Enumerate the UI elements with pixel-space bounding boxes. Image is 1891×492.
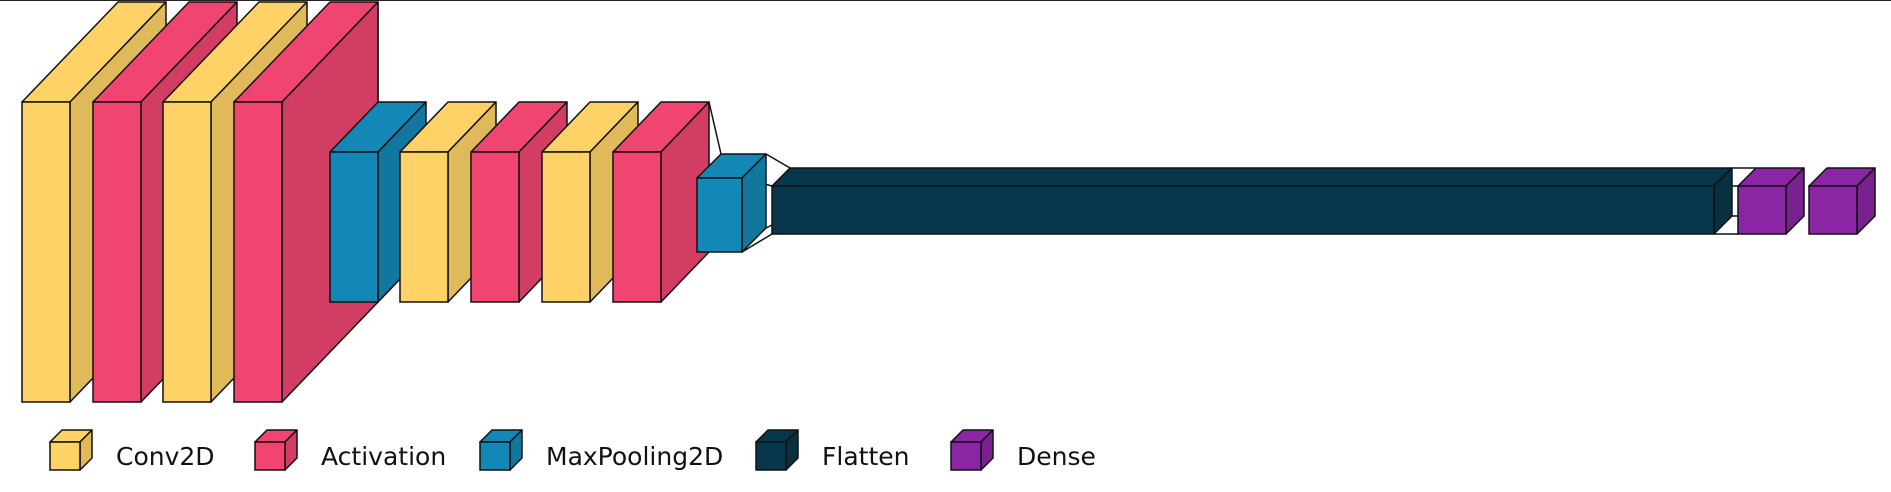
layer-dense-13 bbox=[1808, 167, 1876, 235]
legend-item-maxpooling2d: MaxPooling2D bbox=[479, 429, 723, 471]
legend-swatch-activation bbox=[254, 429, 298, 471]
legend-item-flatten: Flatten bbox=[755, 429, 909, 471]
front-face bbox=[329, 151, 379, 303]
legend-swatch-conv2d bbox=[49, 429, 93, 471]
front-face bbox=[254, 441, 286, 471]
layer-activation-9 bbox=[612, 101, 710, 303]
front-face bbox=[755, 441, 787, 471]
legend-label-activation: Activation bbox=[321, 442, 446, 471]
front-face bbox=[49, 441, 81, 471]
legend-swatch-maxpooling2d bbox=[479, 429, 523, 471]
front-face bbox=[162, 101, 212, 403]
connector-line bbox=[765, 153, 791, 169]
front-face bbox=[21, 101, 71, 403]
layer-flatten-11 bbox=[771, 167, 1733, 235]
front-face bbox=[612, 151, 662, 303]
front-face bbox=[479, 441, 511, 471]
layer-stack bbox=[21, 1, 1876, 403]
front-face bbox=[950, 441, 982, 471]
front-face bbox=[233, 101, 283, 403]
legend-label-dense: Dense bbox=[1017, 442, 1096, 471]
legend-swatch-flatten bbox=[755, 429, 799, 471]
front-face bbox=[92, 101, 142, 403]
legend-swatch-dense bbox=[950, 429, 994, 471]
front-face bbox=[541, 151, 591, 303]
legend-item-conv2d: Conv2D bbox=[49, 429, 215, 471]
legend-item-activation: Activation bbox=[254, 429, 446, 471]
front-face bbox=[1737, 185, 1787, 235]
front-face bbox=[399, 151, 449, 303]
front-face bbox=[1808, 185, 1858, 235]
layer-maxpooling2d-10 bbox=[696, 153, 767, 253]
legend-label-maxpooling2d: MaxPooling2D bbox=[546, 442, 723, 471]
legend-item-dense: Dense bbox=[950, 429, 1096, 471]
connector-line bbox=[708, 101, 722, 155]
front-face bbox=[470, 151, 520, 303]
legend-label-conv2d: Conv2D bbox=[116, 442, 215, 471]
front-face bbox=[771, 185, 1715, 235]
legend-label-flatten: Flatten bbox=[822, 442, 909, 471]
top-face bbox=[771, 167, 1733, 187]
legend: Conv2D Activation MaxPooling2D Flatten Dense bbox=[49, 429, 1096, 471]
front-face bbox=[696, 177, 743, 253]
connector-line bbox=[741, 233, 773, 253]
layer-dense-12 bbox=[1737, 167, 1805, 235]
